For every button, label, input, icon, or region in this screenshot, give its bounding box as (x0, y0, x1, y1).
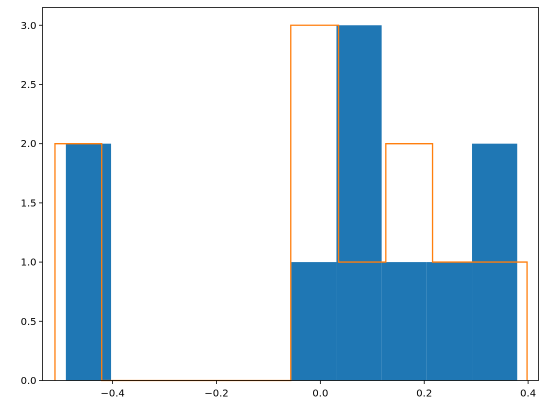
x-tick-label: 0.0 (312, 389, 328, 400)
x-tick-label: 0.2 (416, 389, 432, 400)
y-tick-label: 2.0 (21, 139, 37, 150)
x-tick-label: −0.4 (100, 389, 124, 400)
histogram-bar (336, 25, 382, 381)
y-tick-label: 0.0 (21, 376, 37, 387)
axes-frame (42, 7, 539, 381)
histogram-bar (65, 143, 112, 381)
x-axis: −0.4 −0.2 0.0 0.2 0.4 (100, 380, 536, 400)
y-tick-label: 3.0 (21, 21, 37, 32)
histogram-bar (426, 262, 473, 381)
histogram-step-outline (54, 24, 528, 382)
y-axis: 0.0 0.5 1.0 1.5 2.0 2.5 3.0 (21, 21, 43, 387)
y-tick-label: 0.5 (21, 317, 37, 328)
x-tick-label: −0.2 (204, 389, 228, 400)
histogram-bar (381, 262, 427, 381)
y-tick-label: 1.0 (21, 258, 37, 269)
plot-area (54, 24, 528, 382)
x-tick-label: 0.4 (520, 389, 536, 400)
histogram-bar (291, 262, 337, 381)
y-tick-label: 2.5 (21, 80, 37, 91)
y-tick-label: 1.5 (21, 198, 37, 209)
